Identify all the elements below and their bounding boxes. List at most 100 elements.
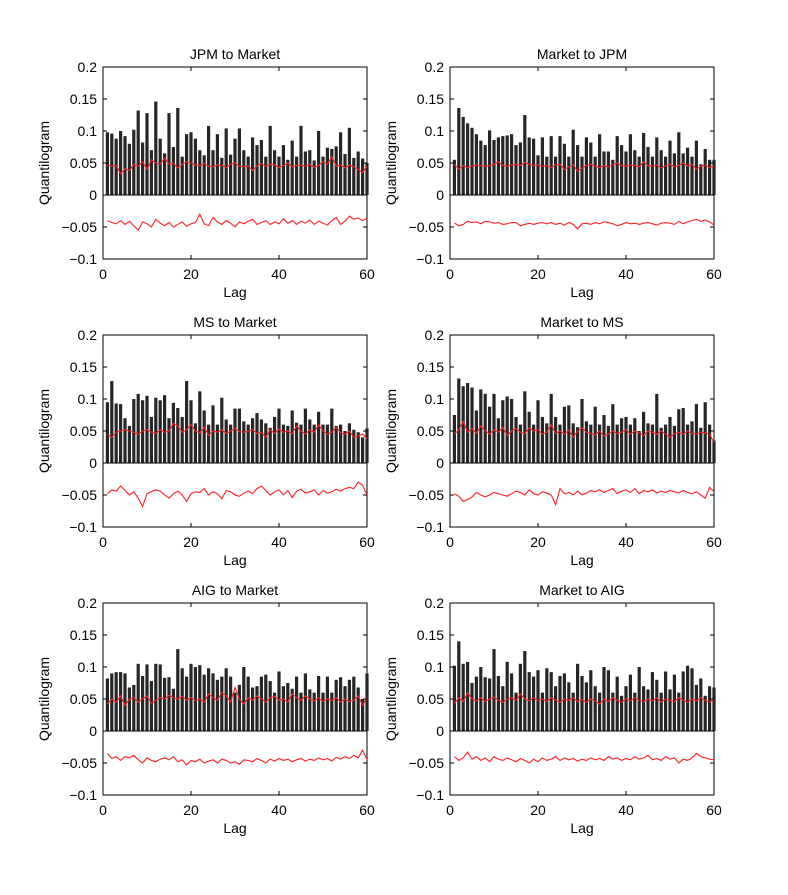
quantilogram-bar: [123, 136, 127, 195]
quantilogram-bar: [549, 672, 553, 731]
quantilogram-bar: [123, 418, 127, 463]
quantilogram-bar: [562, 673, 566, 731]
x-tick-label: 20: [530, 802, 546, 818]
quantilogram-bar: [637, 156, 641, 195]
quantilogram-bar: [286, 425, 290, 463]
quantilogram-bar: [198, 665, 202, 731]
quantilogram-bar: [637, 667, 641, 731]
quantilogram-bar: [185, 134, 189, 195]
quantilogram-bar: [123, 673, 127, 731]
quantilogram-bar: [286, 683, 290, 731]
quantilogram-bar: [352, 429, 356, 463]
quantilogram-bar: [668, 416, 672, 463]
quantilogram-bar: [615, 676, 619, 731]
y-tick-label: 0.2: [78, 595, 98, 611]
quantilogram-bar: [343, 431, 347, 463]
quantilogram-bar: [633, 692, 637, 731]
quantilogram-bar: [712, 159, 716, 195]
quantilogram-bar: [606, 151, 610, 195]
quantilogram-bar: [295, 422, 299, 463]
quantilogram-bar: [694, 404, 698, 463]
y-tick-label: 0.05: [417, 155, 444, 171]
quantilogram-bar: [545, 668, 549, 731]
quantilogram-bar: [185, 676, 189, 731]
quantilogram-bar: [268, 427, 272, 463]
quantilogram-bar: [659, 150, 663, 195]
quantilogram-bar: [281, 424, 285, 463]
quantilogram-bar: [620, 695, 624, 731]
y-tick-label: 0.15: [70, 359, 97, 375]
chart-panel: −0.1 −0.05 0 0.05 0.1 0.15 0.2 0 20 40 60 Market to…: [383, 314, 722, 568]
quantilogram-bar: [681, 153, 685, 195]
quantilogram-bar: [690, 421, 694, 463]
quantilogram-bar: [132, 684, 136, 731]
quantilogram-bar: [198, 150, 202, 195]
x-axis-label: Lag: [570, 284, 593, 300]
x-tick-label: 60: [359, 266, 375, 282]
quantilogram-bar: [154, 397, 158, 463]
quantilogram-bar: [672, 153, 676, 195]
quantilogram-bar: [589, 424, 593, 463]
y-tick-label: 0: [89, 187, 97, 203]
quantilogram-bar: [255, 413, 259, 463]
quantilogram-bar: [273, 692, 277, 731]
lower-confidence-band: [107, 212, 368, 232]
quantilogram-bar: [321, 156, 325, 195]
quantilogram-bar: [246, 156, 250, 195]
quantilogram-bar: [540, 692, 544, 731]
quantilogram-bar: [470, 127, 474, 195]
quantilogram-bar: [664, 156, 668, 195]
quantilogram-bar: [132, 129, 136, 195]
quantilogram-bar: [505, 661, 509, 731]
quantilogram-bar: [633, 418, 637, 463]
quantilogram-bar: [567, 405, 571, 463]
quantilogram-bar: [246, 676, 250, 731]
quantilogram-bar: [686, 424, 690, 463]
quantilogram-bar: [281, 145, 285, 195]
x-tick-label: 20: [530, 266, 546, 282]
quantilogram-bar: [356, 151, 360, 195]
quantilogram-bar: [567, 682, 571, 731]
quantilogram-bar: [312, 424, 316, 463]
quantilogram-bar: [580, 156, 584, 195]
quantilogram-bar: [154, 663, 158, 731]
y-tick-label: −0.1: [69, 251, 97, 267]
quantilogram-bar: [277, 408, 281, 463]
quantilogram-bar: [325, 147, 329, 195]
quantilogram-bar: [523, 115, 527, 195]
quantilogram-bar: [167, 113, 171, 195]
quantilogram-bar: [457, 641, 461, 731]
quantilogram-bar: [281, 686, 285, 731]
x-axis-label: Lag: [223, 552, 246, 568]
lower-confidence-band: [107, 481, 368, 508]
quantilogram-bar: [308, 419, 312, 463]
quantilogram-bar: [295, 156, 299, 195]
quantilogram-bar: [668, 140, 672, 195]
y-tick-label: −0.1: [69, 787, 97, 803]
quantilogram-bar: [642, 132, 646, 195]
quantilogram-bar: [646, 147, 650, 195]
quantilogram-bar: [668, 689, 672, 731]
quantilogram-bar: [461, 116, 465, 195]
quantilogram-bar: [518, 424, 522, 463]
quantilogram-bar: [295, 676, 299, 731]
x-tick-label: 40: [618, 534, 634, 550]
quantilogram-bar: [712, 687, 716, 731]
quantilogram-bar: [176, 107, 180, 195]
quantilogram-bar: [149, 150, 153, 195]
quantilogram-bar: [207, 668, 211, 731]
quantilogram-bar: [554, 686, 558, 731]
y-tick-label: 0.15: [417, 91, 444, 107]
y-axis-label: Quantilogram: [36, 121, 52, 205]
quantilogram-bar: [505, 135, 509, 195]
quantilogram-bar: [642, 686, 646, 731]
quantilogram-bar: [699, 164, 703, 195]
quantilogram-bar: [356, 432, 360, 463]
quantilogram-bar: [365, 673, 369, 731]
y-tick-label: 0: [436, 723, 444, 739]
quantilogram-bar: [334, 146, 338, 195]
y-tick-label: 0.2: [425, 59, 445, 75]
quantilogram-bar: [532, 424, 536, 463]
quantilogram-bar: [694, 684, 698, 731]
quantilogram-bar: [211, 673, 215, 731]
